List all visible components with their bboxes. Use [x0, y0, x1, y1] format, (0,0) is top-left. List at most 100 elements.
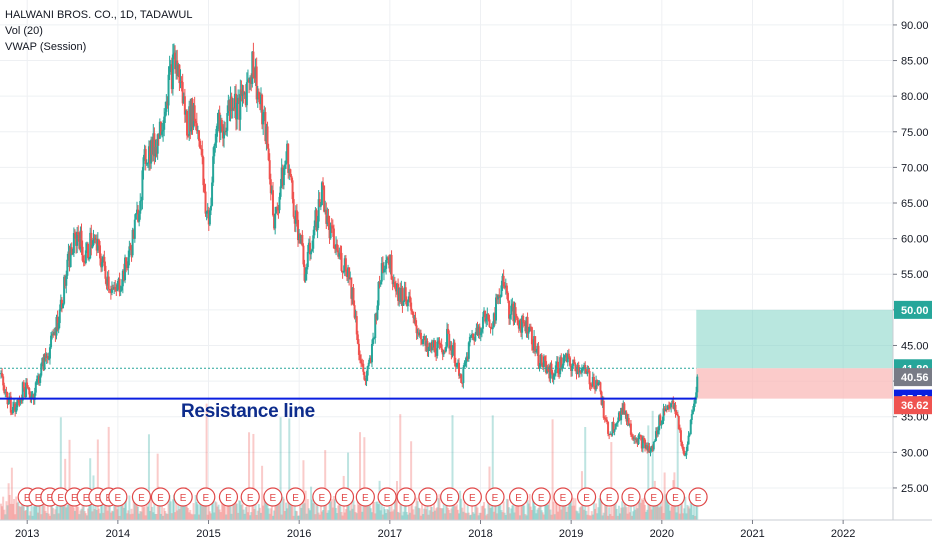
volume-bar: [637, 498, 640, 520]
volume-bar: [260, 512, 263, 520]
volume-bar: [57, 513, 60, 520]
volume-bar: [548, 495, 551, 520]
earnings-marker-icon: [531, 487, 551, 507]
candle-body: [329, 225, 332, 239]
price-tag-label: 36.62: [901, 400, 929, 412]
volume-bar: [117, 494, 120, 520]
earnings-marker-label: E: [47, 493, 54, 504]
volume-bar: [351, 508, 354, 520]
candle-body: [326, 215, 329, 224]
volume-bar: [370, 512, 373, 520]
candle-body: [641, 437, 644, 449]
time-axis-label: 2018: [468, 528, 492, 540]
volume-bar: [550, 514, 553, 520]
candle-body: [380, 263, 383, 282]
volume-bar: [50, 499, 53, 520]
volume-bar: [256, 510, 259, 520]
candle-body: [542, 356, 545, 367]
volume-bar: [295, 511, 298, 520]
candle-body: [565, 354, 568, 363]
volume-bar: [679, 495, 682, 520]
volume-indicator-label[interactable]: Vol (20): [5, 25, 43, 37]
candle-body: [652, 441, 655, 450]
candle-body: [124, 257, 127, 281]
earnings-marker-icon: [644, 487, 664, 507]
candle-body: [126, 264, 129, 268]
earnings-marker-icon: [599, 487, 619, 507]
candle-body: [117, 278, 120, 283]
candle-body: [15, 407, 18, 412]
volume-bar: [437, 498, 440, 520]
candle-body: [299, 234, 302, 244]
volume-bar: [399, 414, 402, 520]
volume-bar: [150, 496, 153, 520]
candle-body: [506, 293, 509, 301]
candle-body: [376, 305, 379, 320]
candle-body: [310, 251, 313, 255]
candle-body: [670, 403, 673, 408]
candle-body: [88, 258, 91, 260]
candle-body: [186, 110, 189, 136]
volume-bar: [109, 512, 112, 520]
volume-bar: [372, 498, 375, 520]
volume-bar: [434, 510, 437, 520]
volume-bar: [176, 510, 179, 520]
stop-zone: [696, 368, 893, 399]
volume-bar: [158, 502, 161, 520]
vwap-indicator-label[interactable]: VWAP (Session): [5, 41, 87, 53]
candle-body: [381, 263, 384, 273]
volume-bar: [205, 403, 208, 520]
volume-bar: [555, 495, 558, 520]
candle-body: [648, 446, 651, 453]
volume-bar: [633, 497, 636, 520]
volume-bar: [521, 502, 524, 520]
earnings-marker-icon: [263, 487, 283, 507]
candle-body: [385, 260, 388, 269]
volume-bar: [566, 506, 569, 520]
earnings-marker-label: E: [83, 493, 90, 504]
volume-bar: [106, 510, 109, 520]
candle-body: [413, 317, 416, 319]
volume-bar: [505, 498, 508, 520]
volume-bar: [313, 496, 316, 520]
volume-bar: [375, 501, 378, 520]
volume-bar: [16, 502, 19, 520]
volume-bar: [189, 509, 192, 520]
volume-bar: [179, 499, 182, 520]
volume-bar: [611, 515, 614, 520]
volume-bar: [118, 515, 121, 520]
candle-body: [82, 260, 85, 263]
volume-bar: [79, 510, 82, 520]
candle-body: [283, 164, 286, 169]
volume-bar: [529, 506, 532, 520]
candle-body: [583, 364, 586, 368]
candle-body: [465, 356, 468, 363]
candle-body: [107, 276, 110, 290]
volume-bar: [174, 512, 177, 520]
volume-bar: [515, 505, 518, 520]
volume-bar: [656, 501, 659, 520]
candle-body: [193, 105, 196, 122]
time-axis-label: 2017: [378, 528, 402, 540]
volume-bar: [513, 512, 516, 520]
candle-body: [375, 314, 378, 320]
volume-bar: [541, 512, 544, 520]
price-tag-background: [894, 300, 932, 319]
candle-body: [201, 149, 204, 158]
volume-bar: [204, 494, 207, 520]
earnings-marker-icon: [131, 487, 152, 507]
candle-body: [589, 384, 592, 386]
candle-body: [625, 412, 628, 422]
earnings-marker-icon: [285, 487, 306, 507]
volume-bar: [603, 505, 606, 520]
candle-body: [166, 101, 169, 106]
candle-body: [607, 422, 610, 434]
candle-body: [273, 215, 276, 229]
volume-bar: [336, 513, 339, 520]
volume-bar: [540, 510, 543, 520]
volume-bar: [127, 510, 130, 520]
candle-body: [161, 131, 164, 135]
candle-body: [650, 446, 653, 451]
candle-body: [639, 434, 642, 437]
